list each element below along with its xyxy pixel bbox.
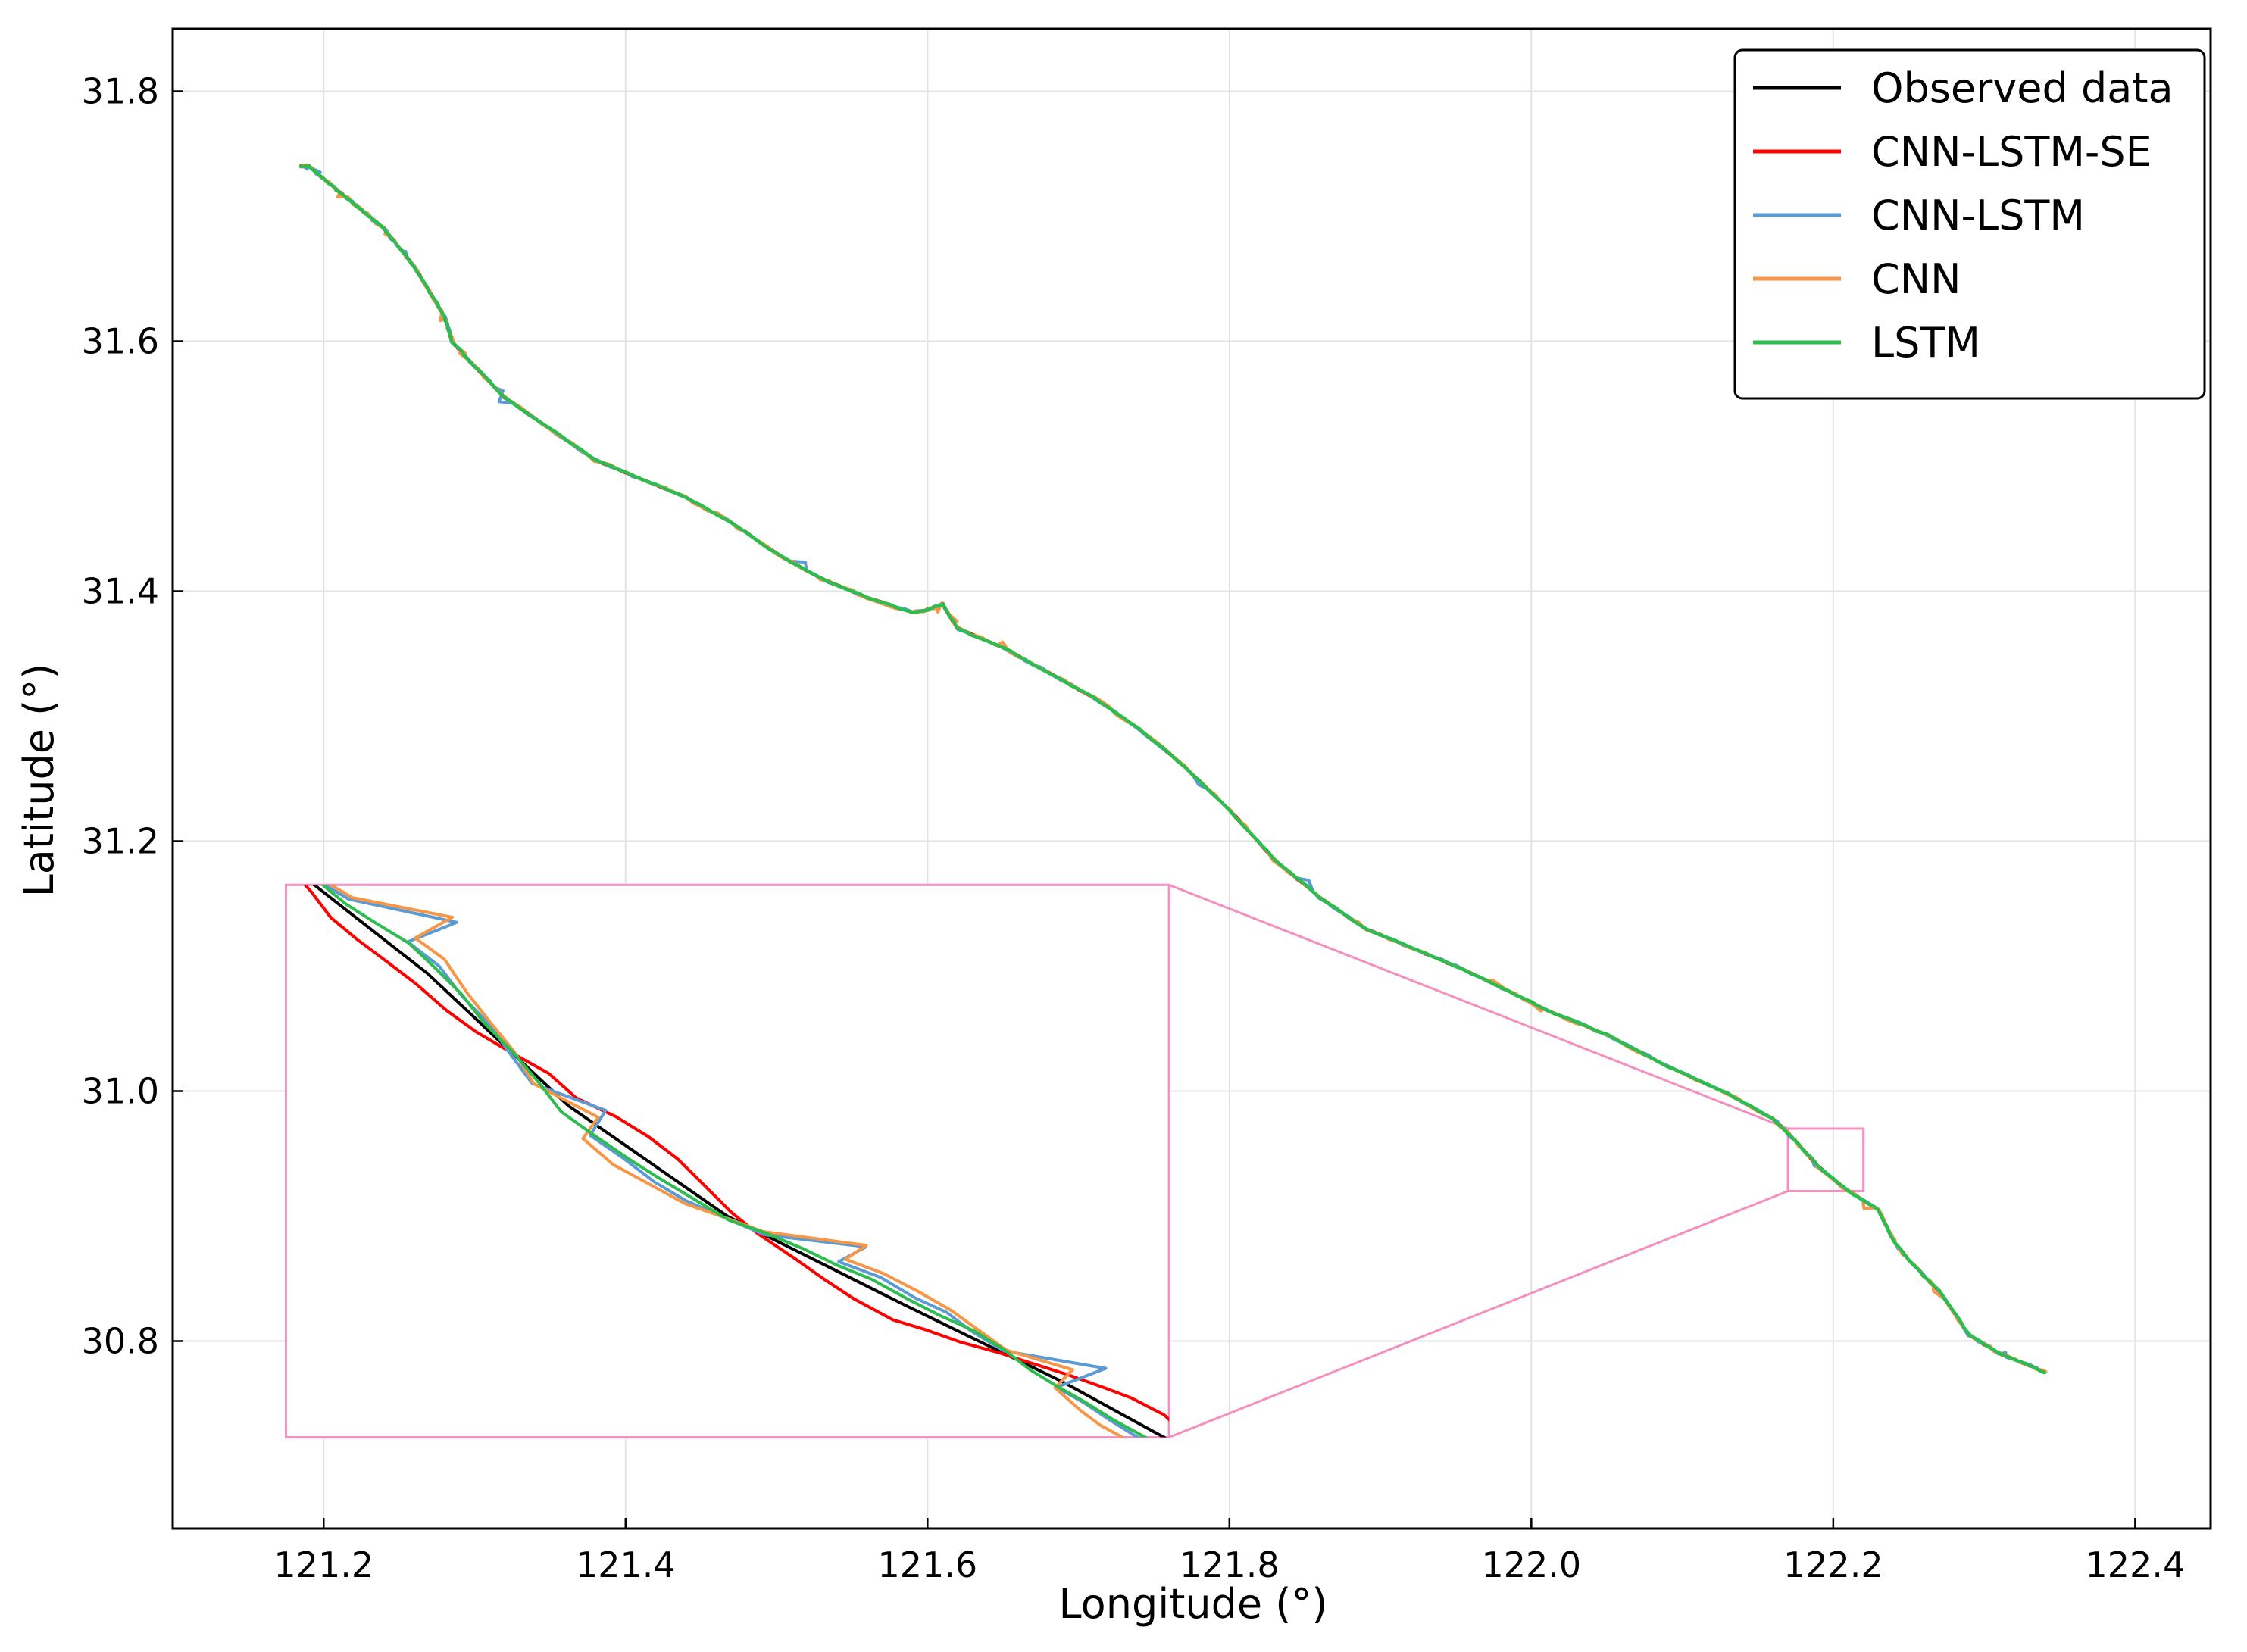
axes <box>171 27 2212 1530</box>
inset-series <box>303 885 1170 1438</box>
y-tick-label: 31.4 <box>82 571 159 612</box>
plot-frame <box>171 27 2212 1530</box>
legend-label: Observed data <box>1871 64 2174 112</box>
legend-label: CNN <box>1871 255 1961 303</box>
x-tick-label: 122.0 <box>1481 1544 1581 1585</box>
x-axis-label: Longitude (°) <box>1059 1580 1328 1628</box>
x-tick-label: 121.8 <box>1180 1544 1280 1585</box>
y-tick-label: 31.8 <box>82 71 159 112</box>
legend-label: LSTM <box>1871 319 1980 367</box>
y-tick-label: 31.6 <box>82 321 159 362</box>
y-tick-label: 31.2 <box>82 821 159 862</box>
inset-line-lstm <box>320 885 1149 1438</box>
zoom-connector-bottom <box>1168 1190 1789 1438</box>
series-line-lstm <box>298 164 2046 1375</box>
inset-line-observed-data <box>311 885 1167 1438</box>
y-axis-label: Latitude (°) <box>15 664 63 898</box>
series-lines <box>298 163 2048 1375</box>
zoom-source-box <box>1786 1127 1865 1192</box>
x-tick-label: 121.4 <box>576 1544 676 1585</box>
legend-box <box>1733 48 2206 400</box>
zoom-inset <box>284 883 1865 1439</box>
y-tick-label: 31.0 <box>82 1071 159 1112</box>
x-tick-label: 122.4 <box>2086 1544 2186 1585</box>
zoom-connector-top <box>1168 883 1789 1130</box>
legend-label: CNN-LSTM-SE <box>1871 128 2152 176</box>
tick-labels: 121.2 121.4 121.6 121.8 122.0 122.2 122.4 30.8 3… <box>82 71 2186 1586</box>
x-tick-label: 121.2 <box>273 1544 373 1585</box>
legend-label: CNN-LSTM <box>1871 192 2085 239</box>
x-tick-label: 121.6 <box>877 1544 977 1585</box>
x-tick-label: 122.2 <box>1783 1544 1883 1585</box>
y-tick-label: 30.8 <box>82 1321 159 1362</box>
legend: Observed data CNN-LSTM-SE CNN-LSTM CNN LSTM <box>1733 48 2206 400</box>
